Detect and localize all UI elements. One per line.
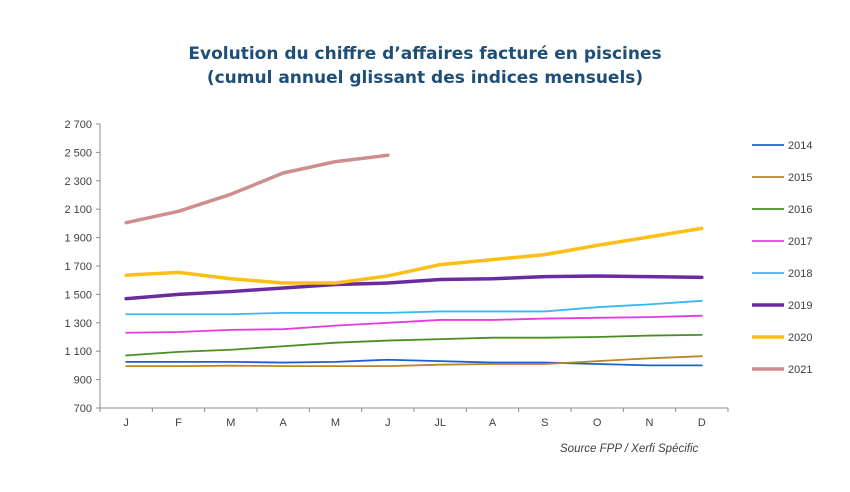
y-tick-label: 1 700 <box>64 261 92 273</box>
y-tick-label: 700 <box>74 403 92 415</box>
legend-label: 2017 <box>788 236 812 248</box>
series-line-2021 <box>124 153 390 225</box>
legend: 2014 2015 2016 2017 2018 2019 2020 2021 <box>752 140 812 376</box>
series-line-2016 <box>125 333 703 357</box>
series-line-2015 <box>125 355 703 368</box>
x-tick-label: F <box>175 417 182 429</box>
x-tick-label: M <box>226 417 235 429</box>
legend-label: 2020 <box>788 332 812 344</box>
x-tick-label: M <box>331 417 340 429</box>
series-line-2017 <box>125 314 703 334</box>
y-tick-label: 1 500 <box>64 289 92 301</box>
x-tick-label: D <box>698 417 706 429</box>
chart-subtitle: (cumul annuel glissant des indices mensu… <box>206 68 644 88</box>
x-tick-label: A <box>489 417 497 429</box>
y-axis-ticks: 700 900 1 100 1 300 1 500 1 700 1 900 2 100 2 30… <box>64 119 100 415</box>
x-tick-label: O <box>593 417 602 429</box>
x-axis-ticks: J F M A M J JL A S O N D <box>99 408 729 429</box>
x-tick-label: A <box>279 417 287 429</box>
legend-label: 2019 <box>788 300 812 312</box>
series-lines <box>124 153 704 368</box>
x-tick-label: J <box>123 417 129 429</box>
y-tick-label: 2 500 <box>64 147 92 159</box>
x-tick-label: N <box>646 417 654 429</box>
y-tick-label: 1 900 <box>64 233 92 245</box>
legend-label: 2016 <box>788 204 812 216</box>
y-tick-label: 1 300 <box>64 318 92 330</box>
x-tick-label: S <box>541 417 548 429</box>
legend-label: 2021 <box>788 364 812 376</box>
series-line-2018 <box>125 299 703 316</box>
y-tick-label: 2 300 <box>64 176 92 188</box>
x-tick-label: JL <box>434 417 446 429</box>
source-note: Source FPP / Xerfi Spécific <box>560 443 699 455</box>
y-tick-label: 1 100 <box>64 346 92 358</box>
chart-title: Evolution du chiffre d’affaires facturé … <box>188 44 662 64</box>
legend-label: 2015 <box>788 172 812 184</box>
y-tick-label: 900 <box>74 375 92 387</box>
legend-label: 2018 <box>788 268 812 280</box>
y-tick-label: 2 700 <box>64 119 92 131</box>
series-line-2020 <box>124 226 704 285</box>
x-tick-label: J <box>385 417 391 429</box>
series-line-2019 <box>124 274 704 301</box>
legend-label: 2014 <box>788 140 812 152</box>
y-tick-label: 2 100 <box>64 204 92 216</box>
series-line-2014 <box>125 358 703 367</box>
